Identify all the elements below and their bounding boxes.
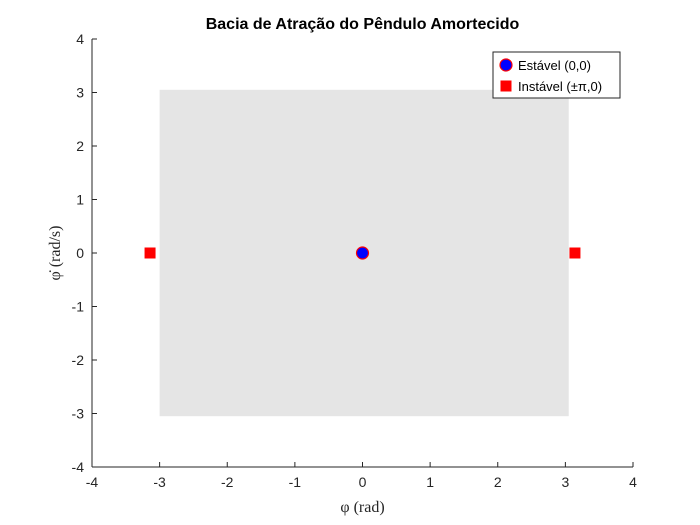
legend-unstable-marker <box>500 80 512 92</box>
x-tick-label: 4 <box>629 474 637 490</box>
stable-point-marker <box>355 246 370 260</box>
y-tick-label: -3 <box>72 406 85 422</box>
y-tick-label: 3 <box>76 85 84 101</box>
legend-entry-label: Estável (0,0) <box>518 58 591 73</box>
legend-entry-label: Instável (±π,0) <box>518 79 602 94</box>
x-tick-label: 2 <box>494 474 502 490</box>
y-tick-label: -1 <box>72 299 85 315</box>
y-tick-label: 2 <box>76 138 84 154</box>
y-tick-label: -4 <box>72 459 85 475</box>
y-tick-label: -2 <box>72 352 85 368</box>
x-axis-label: φ (rad) <box>340 499 384 516</box>
x-tick-label: -3 <box>153 474 166 490</box>
x-tick-label: 3 <box>561 474 569 490</box>
y-tick-label: 4 <box>76 31 84 47</box>
legend: Estável (0,0) Instável (±π,0) <box>492 51 621 99</box>
y-tick-label: 1 <box>76 192 84 208</box>
x-tick-label: -4 <box>86 474 99 490</box>
unstable-point-marker <box>569 247 581 259</box>
ticks: -4 -3 -2 -1 0 1 2 3 4 -4 -3 -2 -1 0 1 2 3 4 <box>72 31 638 490</box>
y-axis-label: φ̇ (rad/s) <box>47 226 64 281</box>
x-tick-label: -2 <box>221 474 234 490</box>
legend-box <box>492 51 621 99</box>
unstable-point-marker <box>144 247 156 259</box>
x-tick-label: 0 <box>359 474 367 490</box>
x-tick-label: 1 <box>426 474 434 490</box>
x-tick-label: -1 <box>289 474 302 490</box>
chart-title: Bacia de Atração do Pêndulo Amortecido <box>206 16 520 33</box>
legend-stable-marker <box>499 58 513 72</box>
points-layer <box>144 246 581 260</box>
y-tick-label: 0 <box>76 245 84 261</box>
